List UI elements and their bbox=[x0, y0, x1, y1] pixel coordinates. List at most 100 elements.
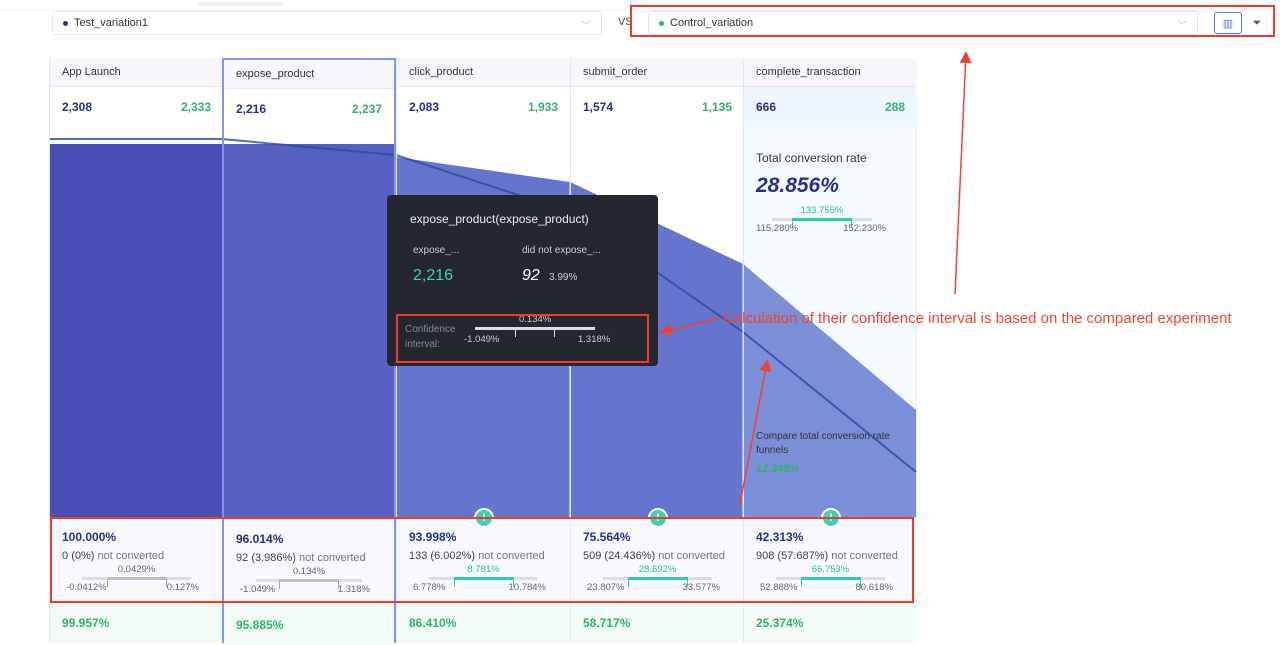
nc-count: 92 bbox=[236, 552, 249, 564]
test-count: 2,308 bbox=[62, 100, 93, 114]
confidence-interval: 8.781% 6.778% 10.784% bbox=[409, 564, 558, 594]
ci-low: 52.888% bbox=[760, 582, 798, 593]
ci-low: 23.807% bbox=[587, 582, 625, 593]
nc-label: not converted bbox=[478, 550, 545, 562]
tooltip-ci-label: Confidence interval: bbox=[405, 324, 456, 350]
funnel-bar-app-launch bbox=[49, 144, 222, 517]
tooltip-converted-value: 2,216 bbox=[413, 267, 454, 284]
chevron-down-icon: ﹀ bbox=[1177, 21, 1187, 32]
ci-mid: 0.134% bbox=[292, 566, 326, 577]
step-stats: 100.000% 0 (0%) not converted 0.0429% -0.… bbox=[50, 517, 223, 603]
test-dot-icon bbox=[63, 20, 68, 26]
ci-mid: 0.0429% bbox=[117, 564, 156, 575]
step-header[interactable]: submit_order bbox=[571, 58, 744, 87]
nc-pct: (6.002%) bbox=[430, 550, 476, 562]
step-stats: 96.014% 92 (3.986%) not converted 0.134%… bbox=[224, 519, 394, 605]
nc-pct: (24.436%) bbox=[604, 550, 656, 562]
bar-chart-view-button[interactable]: ▥ bbox=[1214, 12, 1242, 34]
ci-high: 0.127% bbox=[166, 582, 199, 593]
step-header[interactable]: expose_product bbox=[224, 60, 394, 89]
funnel-filter-button[interactable]: ⏷ bbox=[1243, 12, 1271, 34]
step-counts: 2,308 2,333 bbox=[50, 87, 223, 127]
top-divider bbox=[0, 10, 1280, 11]
control-count: 1,135 bbox=[701, 100, 732, 114]
ci-high: 80.618% bbox=[855, 582, 893, 593]
control-funnel-line bbox=[49, 138, 917, 473]
ci-high: 10.784% bbox=[508, 582, 546, 593]
test-conversion-pct: 93.998% bbox=[409, 530, 457, 544]
control-conversion-pct: 95.885% bbox=[224, 605, 394, 645]
not-converted: 509 (24.436%) not converted bbox=[583, 550, 732, 562]
ci-high: 1.318% bbox=[337, 584, 370, 595]
funnel-bar-expose-product bbox=[222, 144, 396, 517]
control-dot-icon bbox=[659, 20, 664, 26]
annotation-box-variation-select bbox=[630, 5, 1275, 37]
bar-chart-icon: ▥ bbox=[1222, 17, 1234, 30]
nc-count: 509 bbox=[583, 550, 602, 562]
step-tooltip: expose_product(expose_product) expose_..… bbox=[387, 195, 658, 366]
control-variation-select[interactable]: Control_variation ﹀ bbox=[648, 11, 1198, 35]
nc-count: 908 bbox=[756, 550, 775, 562]
test-conversion-pct: 42.313% bbox=[756, 530, 804, 544]
test-count: 666 bbox=[756, 100, 777, 114]
control-count: 288 bbox=[884, 100, 905, 114]
total-conversion-value: 28.856% bbox=[756, 174, 839, 197]
ci-low: 115.280% bbox=[756, 223, 799, 234]
step-header[interactable]: click_product bbox=[397, 58, 570, 87]
funnel-filter-icon: ⏷ bbox=[1252, 16, 1262, 29]
step-header[interactable]: complete_transaction bbox=[744, 58, 917, 87]
ci-mid: 66.753% bbox=[811, 564, 850, 575]
total-conversion-label: Total conversion rate bbox=[756, 151, 867, 165]
tooltip-not-converted-label: did not expose_... bbox=[522, 245, 601, 256]
control-conversion-pct: 99.957% bbox=[50, 603, 223, 643]
tab-indicator bbox=[198, 2, 284, 6]
nc-count: 0 bbox=[62, 550, 69, 562]
ci-mid: 8.781% bbox=[467, 564, 500, 575]
ci-mid: 28.692% bbox=[638, 564, 677, 575]
step-stats: 75.564% 509 (24.436%) not converted 28.6… bbox=[571, 508, 744, 603]
confidence-interval: 0.0429% -0.0412% 0.127% bbox=[62, 564, 211, 594]
control-variation-label: Control_variation bbox=[670, 17, 754, 29]
ci-low: -1.049% bbox=[240, 584, 276, 595]
confidence-interval: 28.692% 23.807% 33.577% bbox=[583, 564, 732, 594]
test-conversion-pct: 96.014% bbox=[236, 532, 284, 546]
step-counts: 2,083 1,933 bbox=[397, 87, 570, 127]
compare-value: 12.345% bbox=[756, 463, 800, 475]
chevron-down-icon: ﹀ bbox=[581, 21, 591, 32]
nc-label: not converted bbox=[97, 550, 165, 562]
annotation-box-stats-row bbox=[50, 517, 914, 603]
tooltip-ci-high: 1.318% bbox=[578, 334, 611, 345]
step-counts: 1,574 1,135 bbox=[571, 87, 744, 127]
nc-pct: (57.687%) bbox=[777, 550, 829, 562]
confidence-interval: 66.753% 52.888% 80.618% bbox=[756, 564, 905, 594]
step-column[interactable]: submit_order 1,574 1,135 75.564% 509 (24.… bbox=[570, 58, 744, 643]
step-column[interactable]: complete_transaction 666 288 42.313% 908 … bbox=[743, 58, 917, 643]
ci-low: -0.0412% bbox=[66, 582, 107, 593]
confidence-interval: 0.134% -1.049% 1.318% bbox=[236, 566, 382, 596]
nc-count: 133 bbox=[409, 550, 428, 562]
step-header[interactable]: App Launch bbox=[50, 58, 223, 87]
test-conversion-pct: 100.000% bbox=[62, 530, 117, 544]
step-stats: 42.313% 908 (57.687%) not converted 66.7… bbox=[744, 508, 917, 603]
not-converted: 92 (3.986%) not converted bbox=[236, 552, 382, 564]
ci-mid: 133.755% bbox=[800, 205, 844, 216]
not-converted: 133 (6.002%) not converted bbox=[409, 550, 558, 562]
nc-pct: (0%) bbox=[71, 550, 95, 562]
tooltip-title: expose_product(expose_product) bbox=[410, 212, 589, 226]
control-count: 2,237 bbox=[351, 102, 382, 116]
nc-label: not converted bbox=[831, 550, 898, 562]
step-counts: 2,216 2,237 bbox=[224, 89, 394, 129]
not-converted: 908 (57.687%) not converted bbox=[756, 550, 905, 562]
total-confidence-interval: 133.755% 115.280% 152.230% bbox=[752, 205, 892, 235]
control-conversion-pct: 58.717% bbox=[571, 603, 744, 643]
not-converted: 0 (0%) not converted bbox=[62, 550, 211, 562]
step-counts: 666 288 bbox=[744, 87, 917, 127]
test-variation-select[interactable]: Test_variation1 ﹀ bbox=[52, 11, 602, 35]
tooltip-ci-bar bbox=[475, 327, 595, 330]
tooltip-not-converted-value: 92 bbox=[522, 267, 540, 284]
step-column[interactable]: App Launch 2,308 2,333 100.000% 0 (0%) no… bbox=[49, 58, 223, 643]
test-variation-label: Test_variation1 bbox=[74, 17, 148, 29]
ci-high: 33.577% bbox=[682, 582, 720, 593]
test-count: 2,083 bbox=[409, 100, 440, 114]
control-count: 2,333 bbox=[180, 100, 211, 114]
